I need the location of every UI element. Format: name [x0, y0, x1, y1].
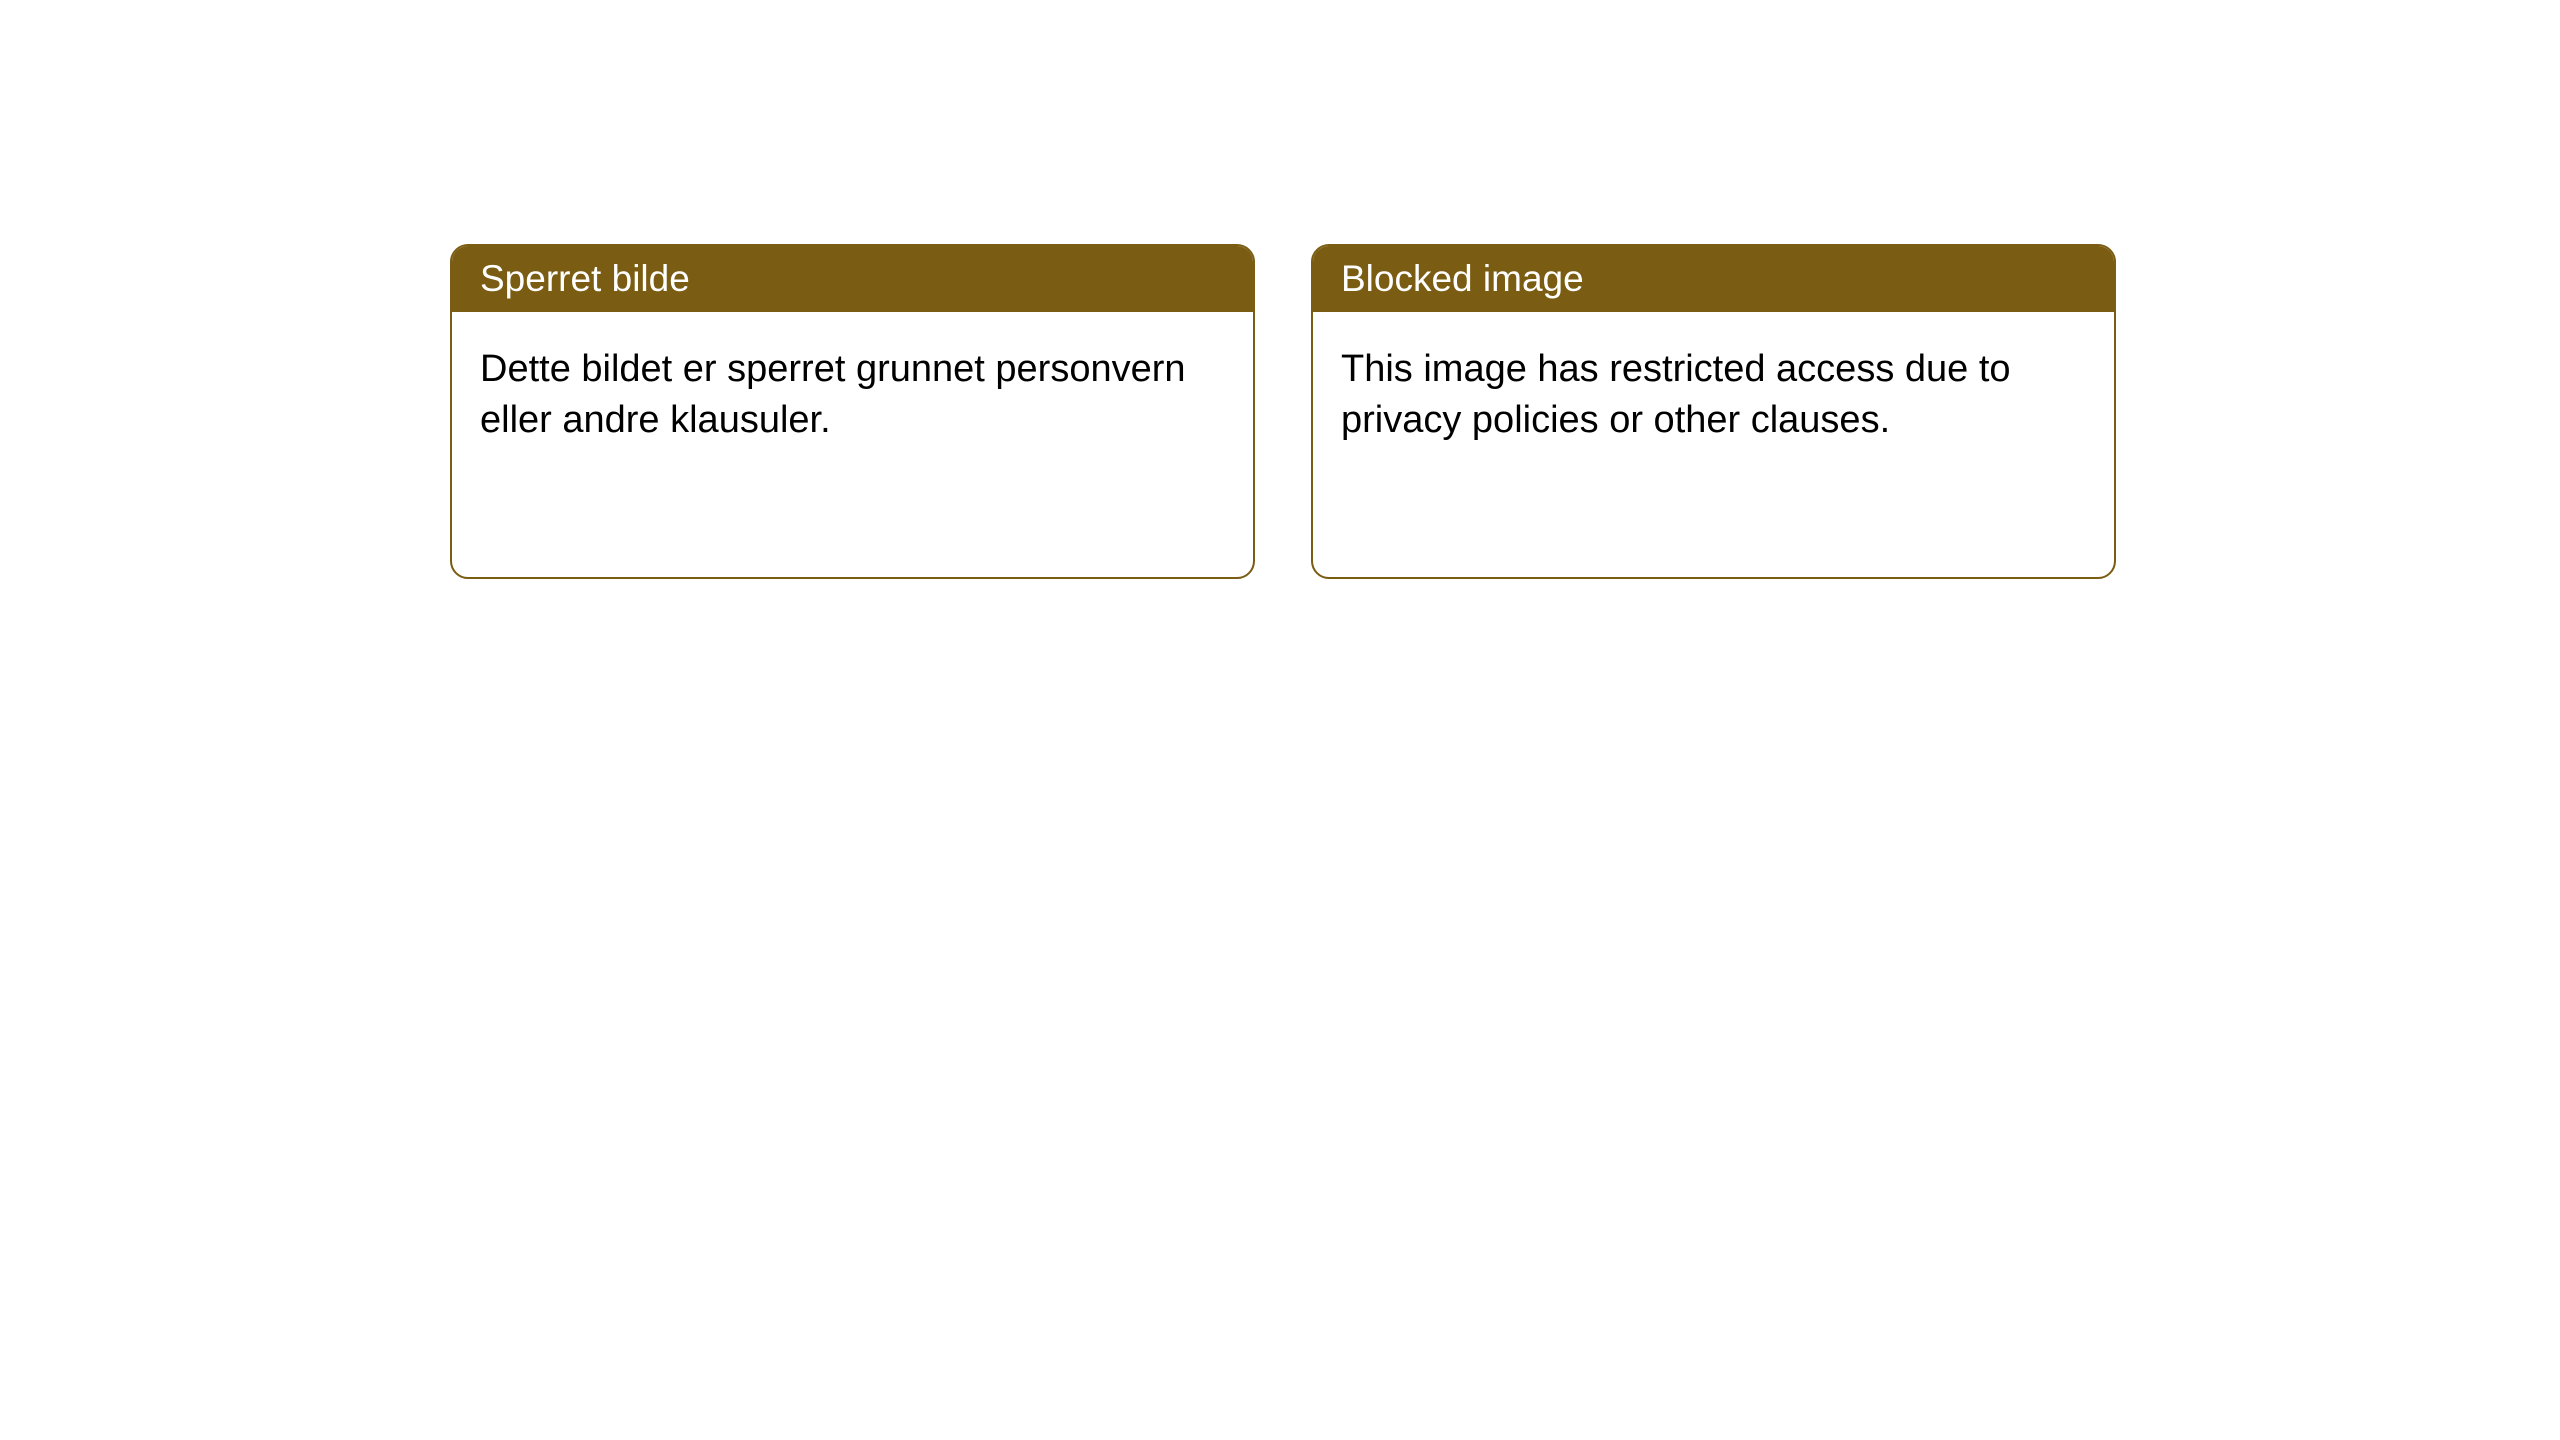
notice-title-english: Blocked image	[1313, 246, 2114, 312]
notice-card-english: Blocked image This image has restricted …	[1311, 244, 2116, 579]
notice-body-norwegian: Dette bildet er sperret grunnet personve…	[452, 312, 1253, 479]
notice-title-norwegian: Sperret bilde	[452, 246, 1253, 312]
notice-card-norwegian: Sperret bilde Dette bildet er sperret gr…	[450, 244, 1255, 579]
notice-body-english: This image has restricted access due to …	[1313, 312, 2114, 479]
notice-cards-container: Sperret bilde Dette bildet er sperret gr…	[450, 244, 2116, 579]
